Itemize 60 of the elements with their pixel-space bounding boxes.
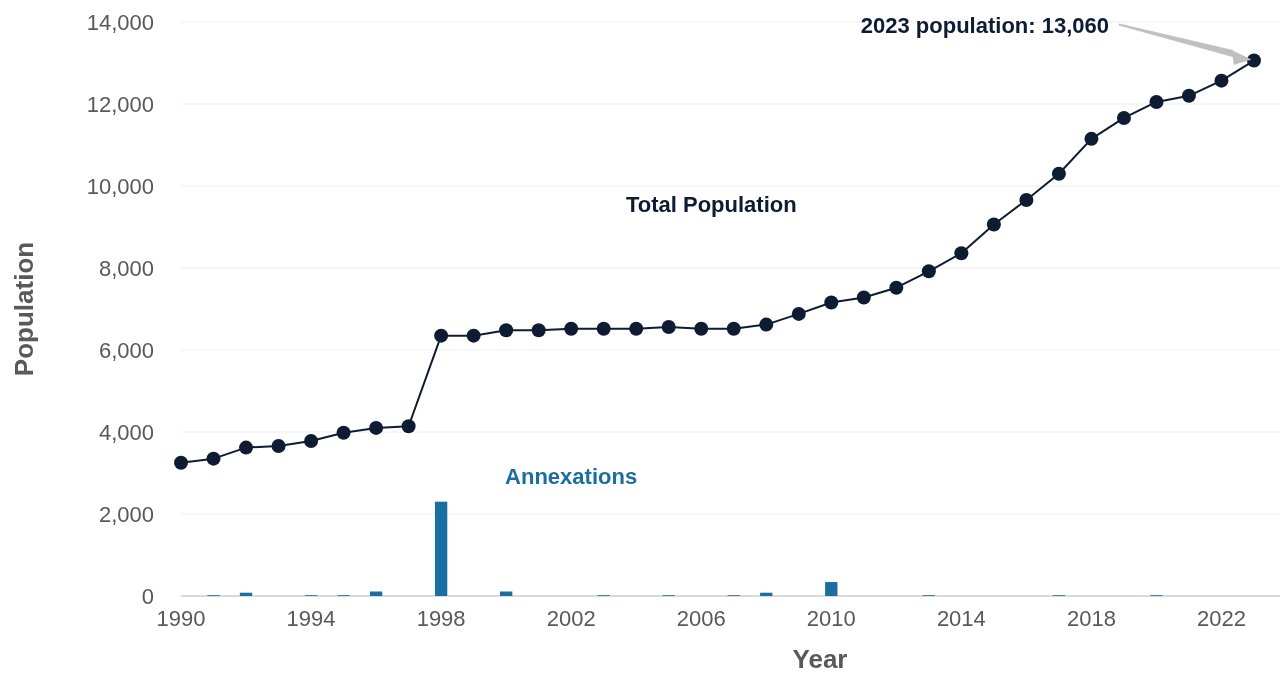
point: [1116, 110, 1131, 125]
point: [1214, 73, 1229, 88]
point: [369, 420, 384, 435]
point: [856, 290, 871, 305]
point: [336, 425, 351, 440]
point: [629, 321, 644, 336]
x-tick-label: 2006: [676, 606, 726, 631]
point: [759, 317, 774, 332]
annotation: 2023 population: 13,060: [860, 12, 1109, 38]
point: [1246, 53, 1261, 68]
x-tick-label: 2014: [936, 606, 986, 631]
point: [531, 323, 546, 338]
point: [1019, 192, 1034, 207]
point: [889, 280, 904, 295]
text: Total Population: [625, 192, 797, 218]
x-tick-label: 1994: [286, 606, 336, 631]
point: [694, 321, 709, 336]
x-tick-label: 2010: [806, 606, 856, 631]
y-tick-label: 14,000: [86, 9, 154, 35]
point: [206, 451, 221, 466]
y-tick-label: 12,000: [86, 91, 154, 117]
point: [1149, 94, 1164, 109]
point: [1084, 131, 1099, 146]
y-tick-label: 2,000: [98, 501, 154, 527]
point: [726, 321, 741, 336]
point: [1181, 88, 1196, 103]
point: [921, 264, 936, 279]
point: [304, 434, 319, 449]
point: [271, 438, 286, 453]
point: [986, 217, 1001, 232]
x-tick-label: 2002: [546, 606, 596, 631]
point: [499, 323, 514, 338]
x-tick-label: 1990: [156, 606, 206, 631]
x-tick-label: 2018: [1066, 606, 1116, 631]
bar: [499, 591, 513, 596]
point: [434, 328, 449, 343]
y-axis-title: Population: [9, 241, 39, 377]
point: [174, 455, 188, 470]
text: Annexations: [505, 463, 638, 489]
point: [564, 321, 579, 336]
y-tick-label: 0: [141, 583, 154, 609]
y-tick-label: 6,000: [98, 337, 154, 363]
bar: [369, 591, 383, 596]
point: [239, 440, 254, 455]
point: [791, 306, 806, 321]
point: [954, 246, 969, 261]
point: [596, 321, 611, 336]
point: [401, 419, 416, 434]
point: [1051, 166, 1066, 181]
point: [661, 320, 676, 335]
x-axis-title: Year: [792, 644, 848, 674]
point: [824, 295, 839, 310]
bar: [434, 501, 448, 596]
y-tick-label: 4,000: [98, 419, 154, 445]
bar: [825, 582, 838, 596]
point: [466, 328, 481, 343]
x-tick-label: 1998: [416, 606, 466, 631]
y-tick-label: 10,000: [86, 173, 154, 199]
y-tick-label: 8,000: [98, 255, 154, 281]
x-tick-label: 2022: [1197, 606, 1246, 631]
